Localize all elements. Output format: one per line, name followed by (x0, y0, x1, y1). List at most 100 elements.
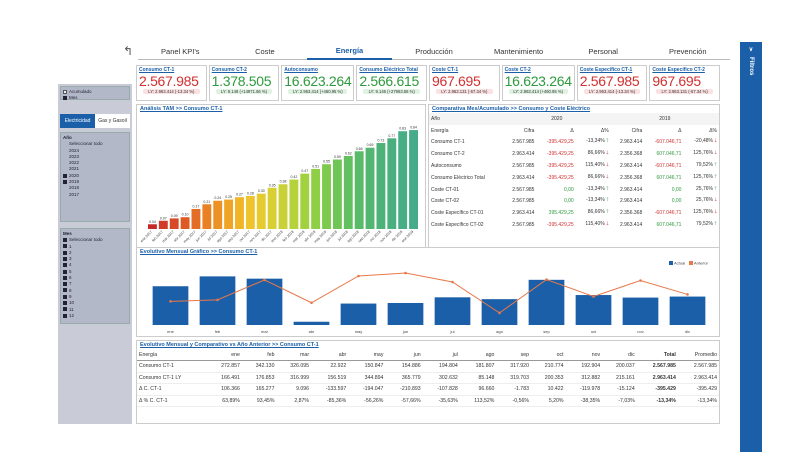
tam-bar[interactable] (256, 193, 266, 229)
tab-prevencion[interactable]: Prevención (645, 47, 731, 60)
evo-bar[interactable] (528, 279, 565, 325)
table-row[interactable]: Consumo CT-2 2.963.414 -395.429,25 86,66% 🡓… (429, 148, 719, 160)
tam-bar[interactable] (311, 168, 321, 229)
year-option[interactable]: 2018 (63, 185, 127, 191)
year-option[interactable]: Seleccionar todo (63, 141, 127, 147)
energy-type-toggle[interactable]: Electricidad Gas y Gasoil (60, 114, 130, 128)
checkbox-icon[interactable] (63, 269, 67, 274)
tam-bar[interactable] (267, 187, 277, 229)
evo-line-point[interactable] (310, 301, 313, 305)
tam-bar[interactable] (158, 220, 168, 229)
month-option[interactable]: 4 (63, 262, 127, 268)
kpi-card[interactable]: Coste CT-1 967.695 LY: 2.963.131 (-67.34 %… (429, 65, 500, 101)
checkbox-icon[interactable] (63, 186, 67, 190)
table-row[interactable]: Coste CT-01 2.567.985 0,00 -13,34% 🡑 2.963.4… (429, 184, 719, 196)
kpi-card[interactable]: Consumo CT-1 2.567.985 LY: 2.963.414 (-13.… (136, 65, 207, 101)
toggle-gas[interactable]: Gas y Gasoil (95, 114, 130, 128)
evo-bar[interactable] (246, 278, 283, 325)
tam-bar[interactable] (354, 151, 364, 229)
checkbox-icon[interactable] (63, 161, 67, 165)
evo-line-point[interactable] (686, 293, 689, 296)
checkbox-icon[interactable] (63, 173, 67, 178)
year-option[interactable]: 2017 (63, 192, 127, 198)
chevron-down-icon[interactable]: ∨ (748, 47, 754, 53)
evo-line-point[interactable] (592, 295, 595, 298)
checkbox-icon[interactable] (63, 148, 67, 152)
kpi-card[interactable]: Coste CT-2 16.623.264 LY: 2.963.414 (+460.… (501, 65, 575, 101)
tam-bar[interactable] (300, 173, 310, 229)
evo-line-point[interactable] (216, 298, 219, 302)
filters-pane[interactable]: ∨ Filtros (740, 42, 762, 452)
kpi-card[interactable]: Coste Específico CT-2 967.695 LY: 2.963.13… (649, 65, 720, 101)
month-option[interactable]: 10 (63, 300, 127, 306)
month-option[interactable]: 9 (63, 294, 127, 300)
mode-option[interactable]: Mes (69, 95, 78, 101)
table-row[interactable]: Coste CT-02 2.567.985 0,00 -13,34% 🡑 2.963.4… (429, 196, 719, 208)
evo-bar[interactable] (152, 286, 189, 325)
evo-bar[interactable] (575, 295, 612, 325)
month-option[interactable]: 11 (63, 307, 127, 313)
tab-personal[interactable]: Personal (560, 47, 646, 60)
kpi-card[interactable]: Consumo Eléctrico Total 2.566.615 LY: 9.14… (356, 65, 427, 101)
evo-line-point[interactable] (169, 300, 172, 303)
checkbox-icon[interactable] (63, 313, 67, 318)
checkbox-icon[interactable] (63, 167, 67, 171)
checkbox-icon[interactable] (63, 142, 67, 146)
month-option[interactable]: 12 (63, 313, 127, 319)
checkbox-icon[interactable] (63, 275, 67, 280)
tam-bar[interactable] (180, 217, 190, 229)
tam-bar[interactable] (245, 196, 255, 229)
tam-bar[interactable] (322, 164, 331, 229)
year-option[interactable]: 2024 (63, 148, 127, 154)
table-row[interactable]: Consumo CT-1 272.857 342.130 326.095 22.922 1… (137, 361, 719, 372)
checkbox-icon[interactable] (63, 238, 67, 243)
tam-bar[interactable] (409, 130, 418, 229)
tam-bar[interactable] (343, 155, 353, 229)
tab-energia[interactable]: Energía (307, 46, 392, 60)
evo-line-point[interactable] (639, 279, 642, 282)
month-option[interactable]: 6 (63, 275, 127, 281)
month-option[interactable]: 7 (63, 281, 127, 287)
year-option[interactable]: 2020 (63, 173, 127, 179)
tam-bar[interactable] (213, 200, 223, 229)
tam-bar[interactable] (224, 199, 234, 229)
radio-icon[interactable] (63, 89, 67, 94)
year-option[interactable]: 2022 (63, 160, 127, 166)
back-arrow-icon[interactable]: ↰ (122, 44, 134, 58)
tam-bar[interactable] (332, 159, 342, 229)
checkbox-icon[interactable] (63, 288, 67, 293)
checkbox-icon[interactable] (63, 155, 67, 159)
checkbox-icon[interactable] (63, 282, 67, 287)
year-slicer[interactable]: Año Seleccionar todo 2024 2023 2022 2021 2020… (60, 132, 130, 222)
table-row[interactable]: Coste Específico CT-01 2.963.414 395.429,2… (429, 207, 719, 219)
tam-bar[interactable] (202, 204, 212, 229)
month-option[interactable]: Seleccionar todo (63, 237, 127, 243)
kpi-card[interactable]: Consumo CT-2 1.378.505 LY: 9.148 (+14971.6… (208, 65, 280, 101)
toggle-electricidad[interactable]: Electricidad (60, 114, 95, 128)
mode-option[interactable]: Acumulado (69, 89, 92, 94)
evo-line-point[interactable] (263, 278, 266, 282)
month-option[interactable]: 8 (63, 288, 127, 294)
evo-bar[interactable] (387, 302, 424, 325)
table-row[interactable]: Δ C. CT-1 106.366 165.277 9.096 -133.597 -194… (137, 384, 719, 395)
tam-bar[interactable] (398, 131, 408, 229)
tab-produccion[interactable]: Producción (391, 47, 477, 60)
table-row[interactable]: Coste Específico CT-02 2.567.985 -395.429,… (429, 219, 719, 231)
table-row[interactable]: Consumo CT-1 LY 166.491 176.853 316.999 156.… (137, 372, 719, 384)
evo-bar[interactable] (340, 303, 377, 325)
tab-mantenimiento[interactable]: Mantenimiento (476, 47, 561, 60)
tam-bar[interactable] (191, 208, 201, 229)
kpi-card[interactable]: Coste Específico CT-1 2.567.985 LY: 2.963.… (576, 65, 648, 101)
tam-bar[interactable] (169, 218, 179, 229)
year-option[interactable]: 2019 (63, 179, 127, 185)
tab-panel-kpis[interactable]: Panel KPI's (138, 47, 223, 60)
tam-bar[interactable] (365, 147, 375, 229)
tam-bar[interactable] (289, 179, 299, 229)
tam-bar[interactable] (235, 197, 244, 229)
table-row[interactable]: Δ % C. CT-1 63,89% 93,45% 2,87% -85,36% -56,2… (137, 395, 719, 407)
table-row[interactable]: Autoconsumo 2.567.985 -395.429,25 115,40% 🡓… (429, 160, 719, 172)
evo-bar[interactable] (293, 321, 330, 325)
kpi-card[interactable]: Autoconsumo 16.623.264 LY: 2.963.414 (+460… (281, 65, 355, 101)
tam-bar[interactable] (376, 143, 386, 229)
tam-bar[interactable] (387, 138, 397, 229)
